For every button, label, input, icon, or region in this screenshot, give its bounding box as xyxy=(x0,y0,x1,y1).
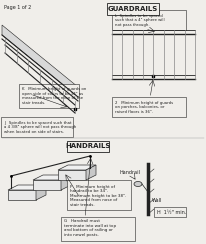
Polygon shape xyxy=(33,175,71,180)
Ellipse shape xyxy=(134,182,142,186)
FancyBboxPatch shape xyxy=(112,97,186,117)
Text: G   Handrail must
terminate into wall at top
and bottom of railing or
into newel: G Handrail must terminate into wall at t… xyxy=(64,219,116,237)
Text: 2   Minimum height of guards
on porches, balconies, or
raised floors is 36".: 2 Minimum height of guards on porches, b… xyxy=(115,101,173,114)
Text: Handrail: Handrail xyxy=(119,170,140,175)
Bar xyxy=(152,75,154,77)
Polygon shape xyxy=(58,165,96,170)
Text: K   Minimum height of guards on
open side of stairs to be 34" as
measured from t: K Minimum height of guards on open side … xyxy=(22,87,86,105)
FancyBboxPatch shape xyxy=(67,141,109,152)
Text: L  Spindles to be spaced
such that a 4" sphere will
not pass through.: L Spindles to be spaced such that a 4" s… xyxy=(115,14,165,27)
Text: Wall: Wall xyxy=(152,198,162,203)
Text: J   Spindles to be spaced such that
a 4 3/8" sphere will not pass through
when l: J Spindles to be spaced such that a 4 3/… xyxy=(4,121,76,134)
FancyBboxPatch shape xyxy=(154,207,186,217)
Text: HANDRAILS: HANDRAILS xyxy=(65,143,111,150)
Polygon shape xyxy=(36,185,46,200)
Polygon shape xyxy=(33,180,61,190)
Text: H  1½" min.: H 1½" min. xyxy=(157,210,186,214)
Polygon shape xyxy=(2,25,78,97)
Text: GUARDRAILS: GUARDRAILS xyxy=(108,6,158,12)
FancyBboxPatch shape xyxy=(112,10,186,30)
Bar xyxy=(74,108,76,110)
FancyBboxPatch shape xyxy=(19,84,79,108)
FancyBboxPatch shape xyxy=(1,117,73,137)
FancyBboxPatch shape xyxy=(61,217,135,241)
Polygon shape xyxy=(61,175,71,190)
FancyBboxPatch shape xyxy=(107,3,159,15)
Text: F   Minimum height of
handrail to be 34".
Maximum height to be 38".
Measured fro: F Minimum height of handrail to be 34". … xyxy=(70,185,126,207)
Polygon shape xyxy=(58,170,86,180)
FancyBboxPatch shape xyxy=(67,180,131,210)
Text: Page 1 of 2: Page 1 of 2 xyxy=(4,5,31,10)
Polygon shape xyxy=(86,165,96,180)
Polygon shape xyxy=(8,185,46,190)
Polygon shape xyxy=(8,190,36,200)
